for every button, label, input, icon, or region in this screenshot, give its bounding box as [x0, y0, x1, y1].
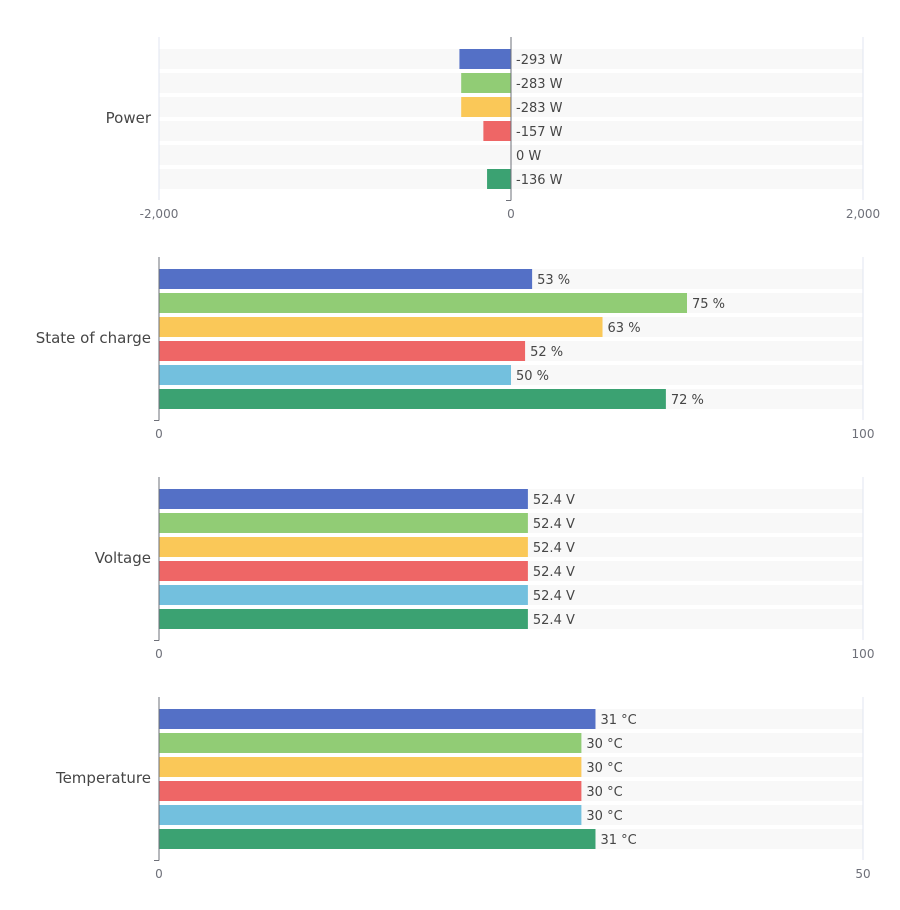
data-label: 52.4 V — [533, 493, 575, 508]
data-label: 30 °C — [586, 785, 622, 800]
data-label: 31 °C — [600, 833, 636, 848]
bar-voltage-3 — [159, 561, 528, 581]
bar-temperature-0 — [159, 709, 596, 729]
data-label: 30 °C — [586, 809, 622, 824]
data-label: 52.4 V — [533, 613, 575, 628]
data-label: -136 W — [516, 173, 563, 188]
bar-voltage-2 — [159, 537, 528, 557]
data-label: 0 W — [516, 149, 541, 164]
category-label: State of charge — [36, 329, 151, 347]
tick-label: 100 — [852, 647, 875, 661]
tick-label: 2,000 — [846, 207, 880, 221]
bar-voltage-4 — [159, 585, 528, 605]
tick-label: 0 — [155, 867, 163, 881]
data-label: 52 % — [530, 345, 563, 360]
category-label: Temperature — [55, 769, 151, 787]
bar-voltage-1 — [159, 513, 528, 533]
data-label: -157 W — [516, 125, 563, 140]
bar-state-of-charge-4 — [159, 365, 511, 385]
bar-temperature-2 — [159, 757, 582, 777]
data-label: 53 % — [537, 273, 570, 288]
data-label: 30 °C — [586, 737, 622, 752]
tick-label: 50 — [855, 867, 870, 881]
tick-label: 100 — [852, 427, 875, 441]
bar-temperature-4 — [159, 805, 582, 825]
data-label: -283 W — [516, 77, 563, 92]
data-label: 52.4 V — [533, 541, 575, 556]
data-label: 75 % — [692, 297, 725, 312]
data-label: 52.4 V — [533, 565, 575, 580]
bar-state-of-charge-2 — [159, 317, 603, 337]
bar-power-1 — [461, 73, 511, 93]
tick-label: 0 — [507, 207, 515, 221]
bar-state-of-charge-0 — [159, 269, 533, 289]
data-label: 50 % — [516, 369, 549, 384]
data-label: 52.4 V — [533, 517, 575, 532]
tick-label: 0 — [155, 427, 163, 441]
category-label: Voltage — [95, 549, 151, 567]
data-label: 63 % — [608, 321, 641, 336]
data-label: 72 % — [671, 393, 704, 408]
data-label: 30 °C — [586, 761, 622, 776]
bar-state-of-charge-5 — [159, 389, 666, 409]
data-label: 31 °C — [600, 713, 636, 728]
bar-temperature-1 — [159, 733, 582, 753]
bar-power-3 — [483, 121, 511, 141]
bar-voltage-0 — [159, 489, 528, 509]
tick-label: -2,000 — [140, 207, 179, 221]
data-label: -283 W — [516, 101, 563, 116]
bar-power-5 — [487, 169, 511, 189]
data-label: 52.4 V — [533, 589, 575, 604]
data-label: -293 W — [516, 53, 563, 68]
bar-power-2 — [461, 97, 511, 117]
bar-state-of-charge-3 — [159, 341, 526, 361]
tick-label: 0 — [155, 647, 163, 661]
category-label: Power — [106, 109, 152, 127]
bar-voltage-5 — [159, 609, 528, 629]
bar-temperature-5 — [159, 829, 596, 849]
bar-temperature-3 — [159, 781, 582, 801]
bar-state-of-charge-1 — [159, 293, 687, 313]
bar-power-0 — [459, 49, 511, 69]
